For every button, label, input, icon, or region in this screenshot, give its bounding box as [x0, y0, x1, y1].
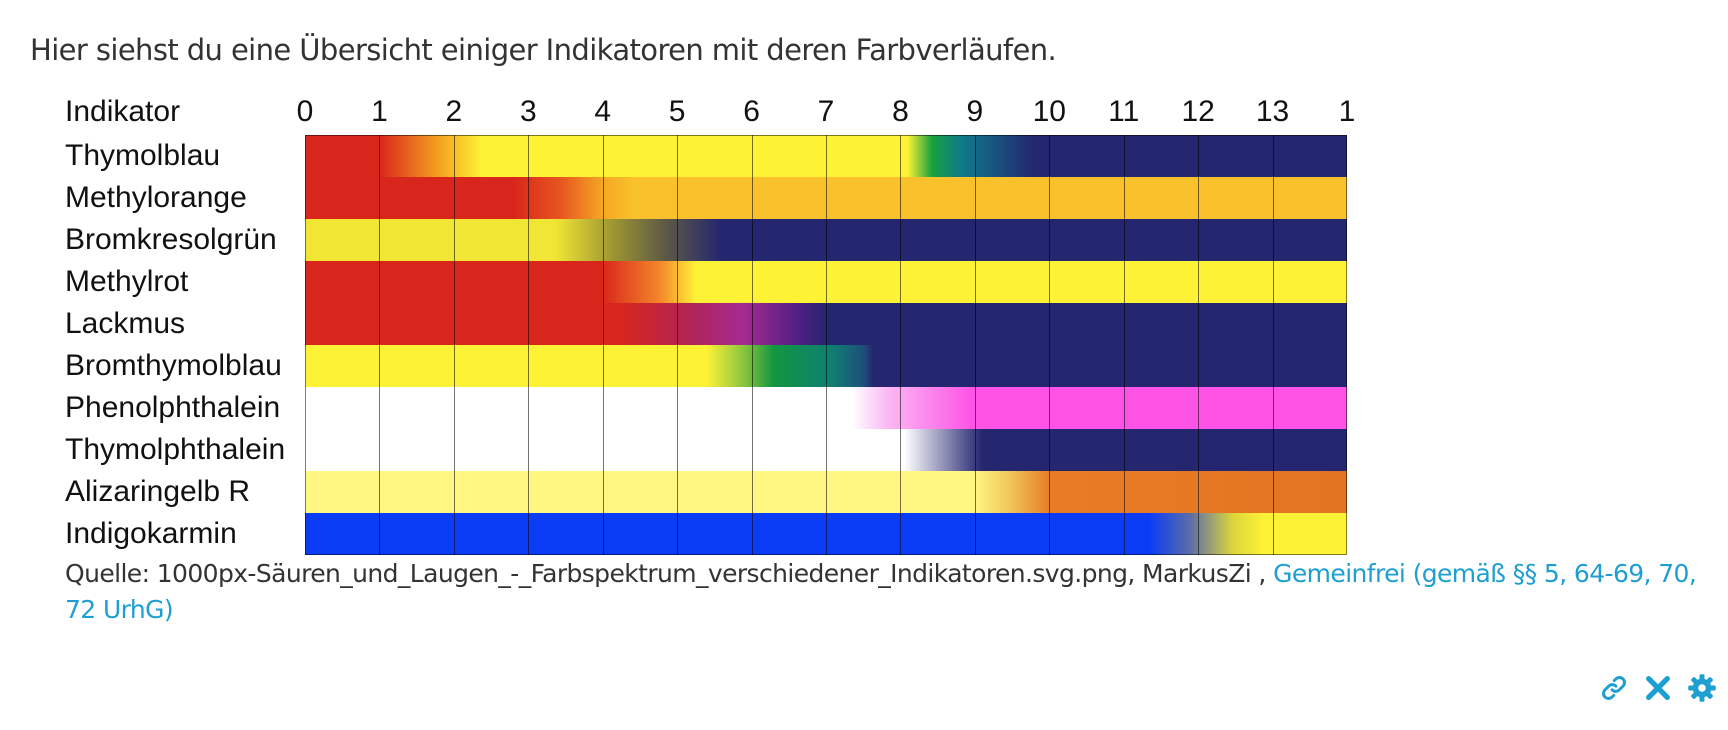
indicator-name: Alizaringelb R [65, 475, 251, 508]
ph-tick-label: 3 [519, 95, 537, 128]
color-range-bar [305, 261, 1347, 303]
intro-text: Hier siehst du eine Übersicht einiger In… [30, 33, 1057, 67]
ph-tick-label: 1 [371, 95, 388, 128]
color-range-bar [305, 471, 1347, 513]
ph-tick-label: 9 [966, 95, 984, 128]
color-range-bar [305, 303, 1347, 345]
ph-tick-label: 2 [445, 95, 463, 128]
color-range-bar [305, 387, 1347, 429]
link-icon[interactable] [1598, 672, 1630, 704]
ph-tick-label: 5 [668, 95, 686, 128]
ph-tick-label: 12 [1181, 95, 1215, 128]
color-range-bar [305, 345, 1347, 387]
ph-tick-label: 10 [1032, 95, 1066, 128]
ph-tick-label: 7 [817, 95, 835, 128]
source-text: Quelle: 1000px-Säuren_und_Laugen_-_Farbs… [65, 559, 1274, 588]
ph-tick-label: 8 [892, 95, 909, 128]
color-range-bar [305, 135, 1347, 177]
color-range-bar [305, 219, 1347, 261]
color-range-bar [305, 429, 1347, 471]
indicator-name: Phenolphthalein [65, 391, 281, 424]
indicator-name: Indigokarmin [65, 517, 237, 550]
gear-icon[interactable] [1686, 672, 1718, 704]
ph-tick-label: 0 [296, 95, 314, 128]
ph-tick-label: 1 [1338, 95, 1356, 128]
indicator-name: Methylrot [65, 265, 189, 298]
ph-tick-label: 4 [594, 95, 612, 128]
indicator-name: Bromthymolblau [65, 349, 282, 382]
ph-tick-label: 13 [1255, 95, 1290, 128]
license-link[interactable]: Gemeinfrei (gemäß §§ 5, 64-69, 70, 72 Ur… [65, 559, 1697, 624]
indicator-name: Thymolblau [65, 139, 221, 172]
source-attribution: Quelle: 1000px-Säuren_und_Laugen_-_Farbs… [65, 556, 1705, 628]
ph-tick-label: 6 [743, 95, 760, 128]
indicator-name: Lackmus [65, 307, 186, 340]
color-range-bar [305, 513, 1347, 555]
indicator-name: Thymolphthalein [65, 433, 286, 466]
column-header-indicator: Indikator [65, 95, 181, 128]
indicator-name: Methylorange [65, 181, 247, 214]
toolbar [1598, 672, 1718, 704]
color-range-bar [305, 177, 1347, 219]
indicator-chart: Indikator 0 1 2 3 4 5 6 7 8 9 10 11 12 13 1 Thymolblau M… [63, 95, 1383, 561]
indicator-name: Bromkresolgrün [65, 223, 277, 256]
ph-tick-label: 11 [1108, 95, 1140, 128]
close-icon[interactable] [1642, 672, 1674, 704]
